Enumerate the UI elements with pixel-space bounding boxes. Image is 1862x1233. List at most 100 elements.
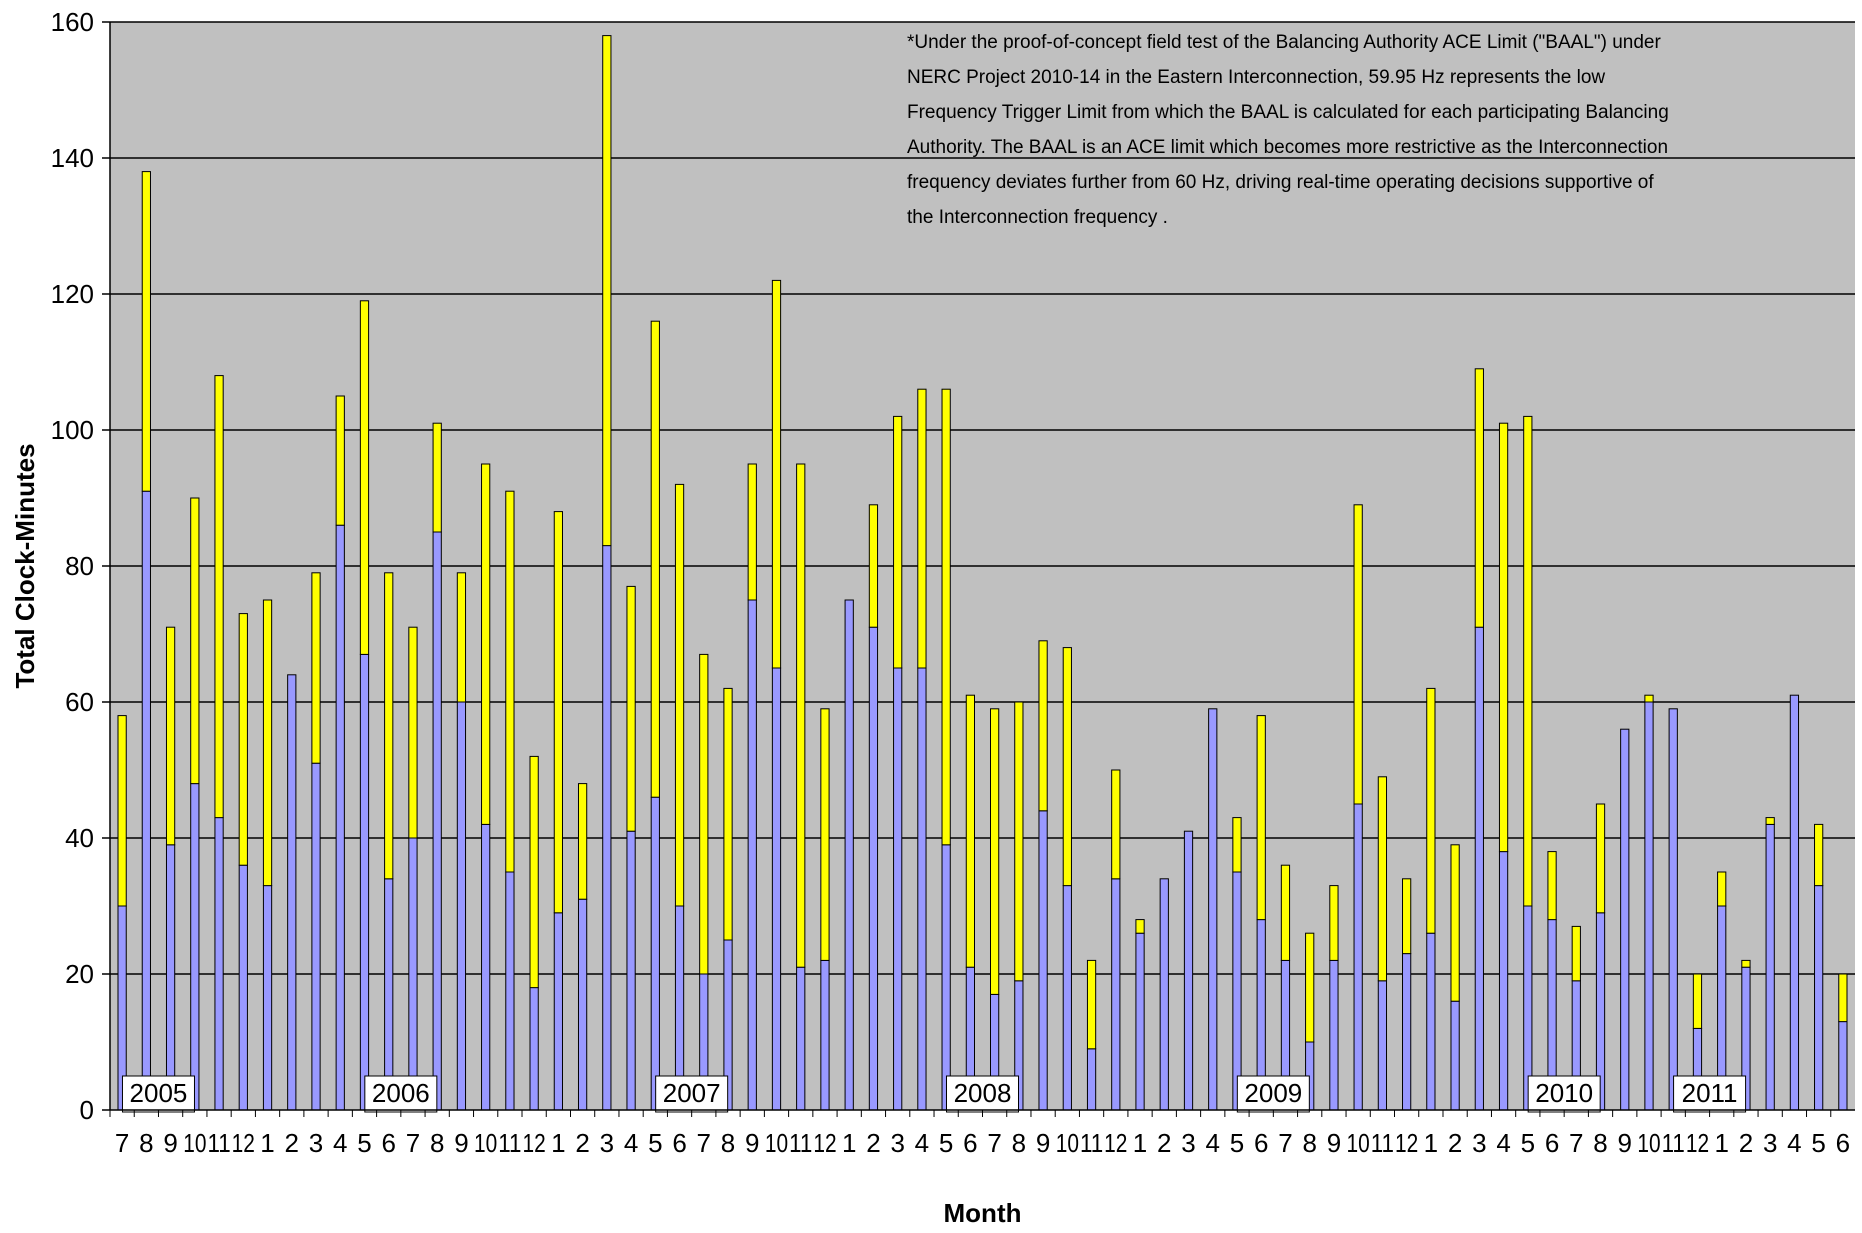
bar-segment-upper: [359, 300, 370, 655]
bar-segment-upper: [747, 463, 757, 601]
x-tick-label: 10: [474, 1128, 497, 1158]
bar-segment-lower: [214, 817, 224, 1111]
annotation-line: Authority. The BAAL is an ACE limit whic…: [907, 137, 1668, 158]
bar-segment-upper: [1305, 932, 1315, 1043]
x-tick-label: 12: [813, 1128, 836, 1158]
bar-segment-lower: [384, 878, 394, 1111]
bar-segment-upper: [1547, 851, 1557, 921]
x-tick-label: 2: [285, 1128, 299, 1158]
bar-segment-upper: [1135, 919, 1145, 934]
bar-segment-lower: [1498, 851, 1509, 1111]
x-tick-label: 11: [1080, 1128, 1103, 1158]
x-tick-label: 2: [575, 1128, 589, 1158]
x-tick-label: 6: [1836, 1128, 1850, 1158]
x-tick-label: 12: [1395, 1128, 1418, 1158]
x-tick-label: 11: [498, 1128, 521, 1158]
x-tick-label: 8: [1302, 1128, 1316, 1158]
bar-segment-upper: [238, 613, 248, 866]
x-tick-label: 12: [523, 1128, 546, 1158]
bar-segment-upper: [553, 511, 563, 914]
bar-segment-lower: [1329, 959, 1339, 1111]
bar-segment-upper: [408, 626, 418, 839]
bar-segment-upper: [117, 715, 127, 907]
x-tick-label: 3: [600, 1128, 614, 1158]
bar-segment-lower: [1062, 885, 1072, 1111]
x-tick-label: 1: [1714, 1128, 1728, 1158]
bar-segment-upper: [771, 279, 782, 669]
gridlines: [102, 21, 1855, 1111]
bar-segment-lower: [335, 524, 345, 1111]
x-tick-label: 3: [1763, 1128, 1777, 1158]
y-tick-label: 160: [51, 7, 94, 37]
x-tick-label: 9: [1327, 1128, 1341, 1158]
bar-segment-upper: [868, 504, 879, 628]
year-label: 2008: [954, 1078, 1012, 1108]
bar-segment-lower: [1232, 871, 1242, 1111]
bar-segment-lower: [262, 885, 273, 1111]
x-tick-label: 8: [139, 1128, 153, 1158]
x-tick-label: 5: [939, 1128, 953, 1158]
bar-segment-lower: [1765, 823, 1775, 1111]
year-label: 2006: [372, 1078, 430, 1108]
bar-segment-upper: [917, 388, 927, 669]
bar-segment-lower: [1208, 708, 1218, 1111]
bar-segment-upper: [941, 388, 951, 846]
year-label-box: [364, 1075, 438, 1113]
bar-segment-lower: [602, 545, 612, 1111]
x-tick-label: 4: [333, 1128, 347, 1158]
bar-segment-lower: [747, 599, 757, 1111]
bar-segment-upper: [1498, 422, 1509, 853]
x-tick-label: 11: [207, 1128, 230, 1158]
x-tick-label: 7: [1278, 1128, 1292, 1158]
year-label-box: [121, 1075, 195, 1113]
bar-segment-upper: [1523, 415, 1533, 907]
bar-segment-lower: [141, 490, 151, 1111]
bar-segment-lower: [1377, 980, 1388, 1111]
bar-segment-upper: [1741, 959, 1751, 968]
bar-segment-upper: [141, 171, 151, 492]
x-tick-label: 2: [1448, 1128, 1462, 1158]
bar-segment-lower: [408, 837, 418, 1111]
bar-segment-upper: [796, 463, 806, 968]
annotation-line: frequency deviates further from 60 Hz, d…: [907, 172, 1654, 193]
x-tick-labels: 7 8 9 10 11 12 1 2 3 4 5 6 7 8 9 10 11 12 1 2 3 4 5 6 7 8 9 10 11 12 1…: [109, 1110, 1850, 1158]
bar-segment-lower: [1789, 694, 1800, 1111]
bar-segment-lower: [456, 701, 467, 1111]
bar-segment-upper: [1256, 715, 1266, 921]
x-tick-label: 6: [963, 1128, 977, 1158]
x-tick-label: 6: [672, 1128, 686, 1158]
y-axis-title: Total Clock-Minutes: [10, 443, 40, 688]
bar-segment-lower: [238, 864, 248, 1111]
bar-segment-lower: [1038, 810, 1048, 1111]
x-tick-label: 4: [624, 1128, 638, 1158]
bar-segment-lower: [1135, 932, 1145, 1111]
year-labels: 2005 2006 2007 2008 2009 2010 2011: [121, 1075, 1747, 1113]
bar-segment-upper: [1765, 817, 1775, 825]
bar-segment-lower: [432, 531, 442, 1111]
bar-segment-upper: [650, 320, 660, 798]
x-tick-label: 5: [1230, 1128, 1244, 1158]
bar-segment-upper: [1474, 368, 1484, 628]
bar-segment-upper: [456, 572, 467, 703]
bar-segment-lower: [626, 830, 636, 1111]
annotation-line: *Under the proof-of-concept field test o…: [907, 32, 1662, 53]
bar-segment-upper: [432, 422, 442, 533]
x-tick-label: 7: [987, 1128, 1001, 1158]
bar-segment-upper: [965, 694, 976, 968]
x-tick-label: 7: [697, 1128, 711, 1158]
y-tick-label: 40: [65, 823, 94, 853]
bar-segment-upper: [262, 599, 273, 887]
x-tick-label: 12: [1686, 1128, 1709, 1158]
x-tick-label: 5: [357, 1128, 371, 1158]
bar-segment-upper: [577, 783, 588, 900]
bar-segment-lower: [1450, 1000, 1460, 1111]
x-tick-label: 9: [1036, 1128, 1050, 1158]
x-tick-label: 3: [890, 1128, 904, 1158]
bar-segment-upper: [481, 463, 491, 825]
bar-segment-lower: [893, 667, 903, 1111]
bar-segment-upper: [1450, 844, 1460, 1002]
bar-segment-lower: [529, 987, 539, 1111]
x-tick-label: 2: [1739, 1128, 1753, 1158]
x-tick-label: 2: [866, 1128, 880, 1158]
x-tick-label: 10: [1637, 1128, 1660, 1158]
